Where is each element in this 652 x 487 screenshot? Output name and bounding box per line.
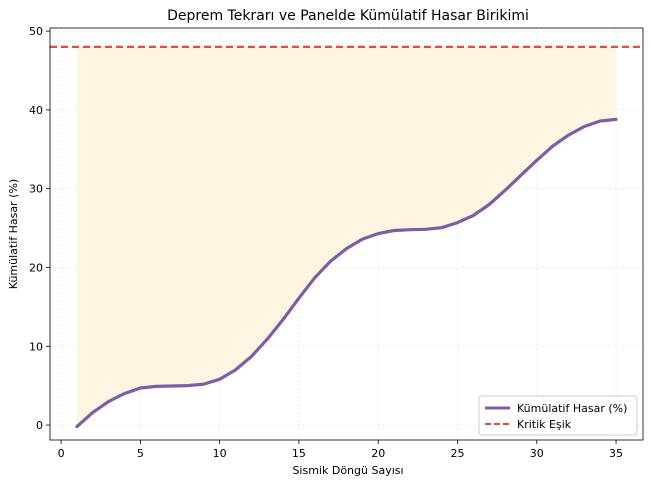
data-point [567, 134, 570, 137]
data-point [218, 378, 221, 381]
data-point [234, 368, 237, 371]
legend-label-damage: Kümülatif Hasar (%) [517, 402, 627, 415]
y-tick-label: 40 [29, 104, 43, 117]
y-tick-label: 30 [29, 183, 43, 196]
data-point [76, 425, 79, 428]
data-point [250, 355, 253, 358]
data-point [361, 238, 364, 241]
y-tick-label: 0 [36, 419, 43, 432]
data-point [155, 385, 158, 388]
data-point [266, 338, 269, 341]
data-point [535, 159, 538, 162]
x-tick-label: 20 [371, 447, 385, 460]
x-tick-label: 25 [450, 447, 464, 460]
data-point [297, 297, 300, 300]
data-point [345, 247, 348, 250]
legend: Kümülatif Hasar (%) Kritik Eşik [478, 395, 638, 436]
y-tick-label: 50 [29, 25, 43, 38]
gap-to-threshold-fill [77, 46, 616, 427]
data-point [377, 232, 380, 235]
data-point [282, 318, 285, 321]
data-point [440, 226, 443, 229]
x-tick-label: 15 [292, 447, 306, 460]
x-axis-ticks: 0 5 10 15 20 25 30 35 [58, 440, 623, 460]
legend-box [478, 395, 638, 436]
data-point [91, 411, 94, 414]
chart-title: Deprem Tekrarı ve Panelde Kümülatif Hasa… [167, 8, 529, 24]
data-point [615, 118, 618, 121]
data-point [329, 260, 332, 263]
x-tick-label: 10 [213, 447, 227, 460]
data-point [313, 276, 316, 279]
data-point [583, 125, 586, 128]
data-point [186, 384, 189, 387]
x-axis-label: Sismik Döngü Sayısı [292, 464, 403, 477]
data-point [139, 387, 142, 390]
cumulative-damage-line [75, 117, 618, 429]
data-point [171, 385, 174, 388]
data-point [551, 145, 554, 148]
data-point [456, 221, 459, 224]
x-tick-label: 0 [58, 447, 65, 460]
x-tick-label: 5 [137, 447, 144, 460]
data-point [107, 400, 110, 403]
data-point [599, 120, 602, 123]
plot-frame [49, 27, 644, 441]
data-point [393, 229, 396, 232]
y-tick-label: 20 [29, 261, 43, 274]
data-point [488, 203, 491, 206]
y-axis-label: Kümülatif Hasar (%) [7, 179, 20, 289]
x-tick-label: 30 [530, 447, 544, 460]
data-point [123, 392, 126, 395]
y-tick-label: 10 [29, 340, 43, 353]
data-point [202, 383, 205, 386]
y-axis-ticks: 0 10 20 30 40 50 [29, 25, 50, 432]
data-point [408, 228, 411, 231]
data-point [519, 174, 522, 177]
legend-label-threshold: Kritik Eşik [517, 418, 572, 431]
data-point [424, 228, 427, 231]
x-tick-label: 35 [609, 447, 623, 460]
data-point [504, 189, 507, 192]
data-point [472, 214, 475, 217]
